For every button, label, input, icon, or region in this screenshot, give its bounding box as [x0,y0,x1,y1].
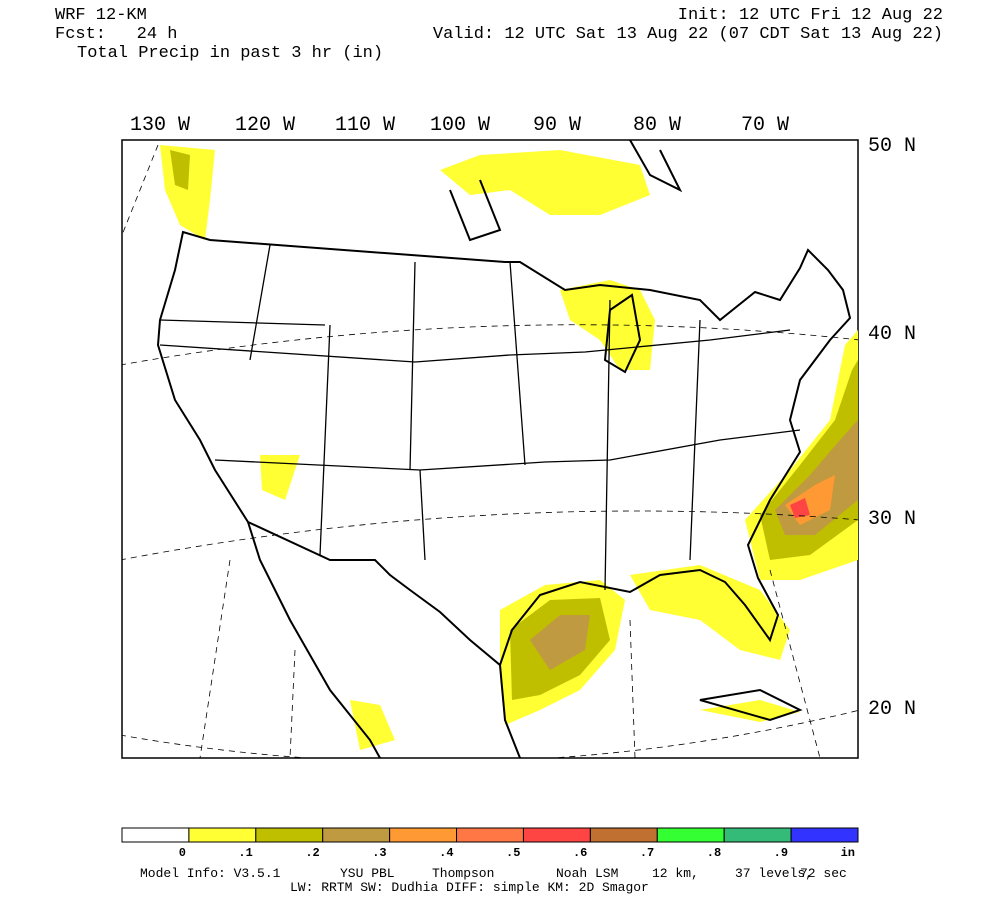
colorbar-box [322,827,391,843]
colorbar-box [723,827,792,843]
colorbar-label: .1 [238,846,252,860]
precip-areas [160,145,858,750]
footer-item: 37 levels, [735,866,813,881]
latitude-label: 50 N [868,135,916,158]
colorbar-box [456,827,524,843]
footer-item: Model Info: V3.5.1 [140,866,281,881]
colorbar-box [522,827,591,843]
colorbar-label: .9 [774,846,788,860]
colorbar-box [121,827,190,843]
longitude-label: 80 W [633,114,681,137]
longitude-label: 110 W [335,114,395,137]
colorbar-box [255,827,324,843]
colorbar-label: in [841,846,855,860]
footer-item: YSU PBL [340,866,395,881]
footer-item: Thompson [432,866,494,881]
footer-item: 12 km, [652,866,699,881]
footer-item: 72 sec [800,866,847,881]
boundaries [156,140,852,758]
model-name: WRF 12-KM [55,6,147,25]
longitude-label: 90 W [533,114,581,137]
footer-item: Noah LSM [556,866,618,881]
field-name: Total Precip in past 3 hr (in) [77,44,383,63]
map [121,139,859,759]
latitude-label: 20 N [868,698,916,721]
colorbar-label: 0 [179,846,186,860]
longitude-label: 130 W [130,114,190,137]
longitude-label: 100 W [430,114,490,137]
init-time: Init: 12 UTC Fri 12 Aug 22 [678,6,943,25]
latitude-label: 40 N [868,323,916,346]
longitude-label: 120 W [235,114,295,137]
colorbar-box [188,827,257,843]
latitude-label: 30 N [868,508,916,531]
colorbar-label: .5 [506,846,520,860]
colorbar-label: .4 [439,846,453,860]
colorbar-label: .6 [573,846,587,860]
colorbar-label: .7 [640,846,654,860]
colorbar-label: .3 [372,846,386,860]
footer-line: LW: RRTM SW: Dudhia DIFF: simple KM: 2D … [290,880,649,895]
colorbar-box [656,827,725,843]
longitude-label: 70 W [741,114,789,137]
colorbar-box [389,827,458,843]
colorbar-label: .2 [305,846,319,860]
forecast-hour: Fcst: 24 h [55,25,177,44]
graticule [122,144,858,758]
colorbar-box [790,827,859,843]
colorbar-box [589,827,658,843]
colorbar-label: .8 [707,846,721,860]
state-lines [159,244,801,591]
valid-time: Valid: 12 UTC Sat 13 Aug 22 (07 CDT Sat … [433,25,943,44]
